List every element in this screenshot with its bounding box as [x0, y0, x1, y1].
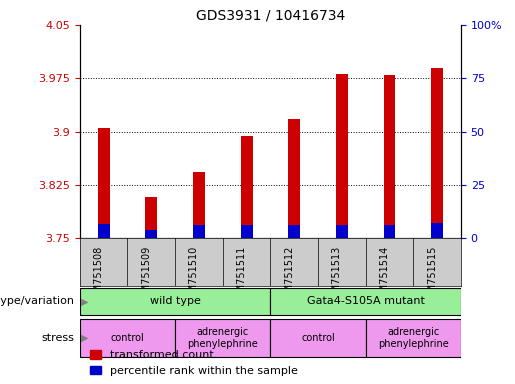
Bar: [288, 119, 300, 238]
Text: genotype/variation: genotype/variation: [0, 296, 75, 306]
Bar: [241, 225, 252, 238]
Bar: [80, 288, 270, 315]
Bar: [336, 225, 348, 238]
Text: GSM751514: GSM751514: [380, 245, 389, 305]
Text: GSM751510: GSM751510: [189, 245, 199, 305]
Bar: [384, 225, 396, 238]
Text: ▶: ▶: [81, 333, 89, 343]
Bar: [270, 319, 366, 357]
Bar: [384, 74, 396, 238]
Text: GSM751508: GSM751508: [94, 245, 104, 305]
Text: GSM751509: GSM751509: [141, 245, 151, 305]
Text: GSM751512: GSM751512: [284, 245, 294, 305]
Title: GDS3931 / 10416734: GDS3931 / 10416734: [196, 8, 345, 22]
Text: Gata4-S105A mutant: Gata4-S105A mutant: [307, 296, 424, 306]
Text: GSM751513: GSM751513: [332, 245, 342, 305]
Bar: [193, 225, 205, 238]
Text: stress: stress: [42, 333, 75, 343]
Bar: [270, 288, 461, 315]
Bar: [175, 319, 270, 357]
Text: adrenergic
phenylephrine: adrenergic phenylephrine: [187, 327, 258, 349]
Bar: [145, 197, 157, 238]
Text: control: control: [111, 333, 144, 343]
Bar: [366, 319, 461, 357]
Text: ▶: ▶: [81, 296, 89, 306]
Bar: [431, 223, 443, 238]
Text: adrenergic
phenylephrine: adrenergic phenylephrine: [378, 327, 449, 349]
Bar: [193, 172, 205, 238]
Text: GSM751515: GSM751515: [427, 245, 437, 305]
Text: wild type: wild type: [150, 296, 200, 306]
Bar: [288, 225, 300, 238]
Bar: [431, 68, 443, 238]
Bar: [336, 74, 348, 238]
Bar: [98, 128, 110, 238]
Bar: [80, 319, 175, 357]
Bar: [241, 136, 252, 238]
Legend: transformed count, percentile rank within the sample: transformed count, percentile rank withi…: [85, 346, 302, 381]
Bar: [145, 230, 157, 238]
Bar: [98, 224, 110, 238]
Text: GSM751511: GSM751511: [236, 245, 247, 305]
Text: control: control: [301, 333, 335, 343]
